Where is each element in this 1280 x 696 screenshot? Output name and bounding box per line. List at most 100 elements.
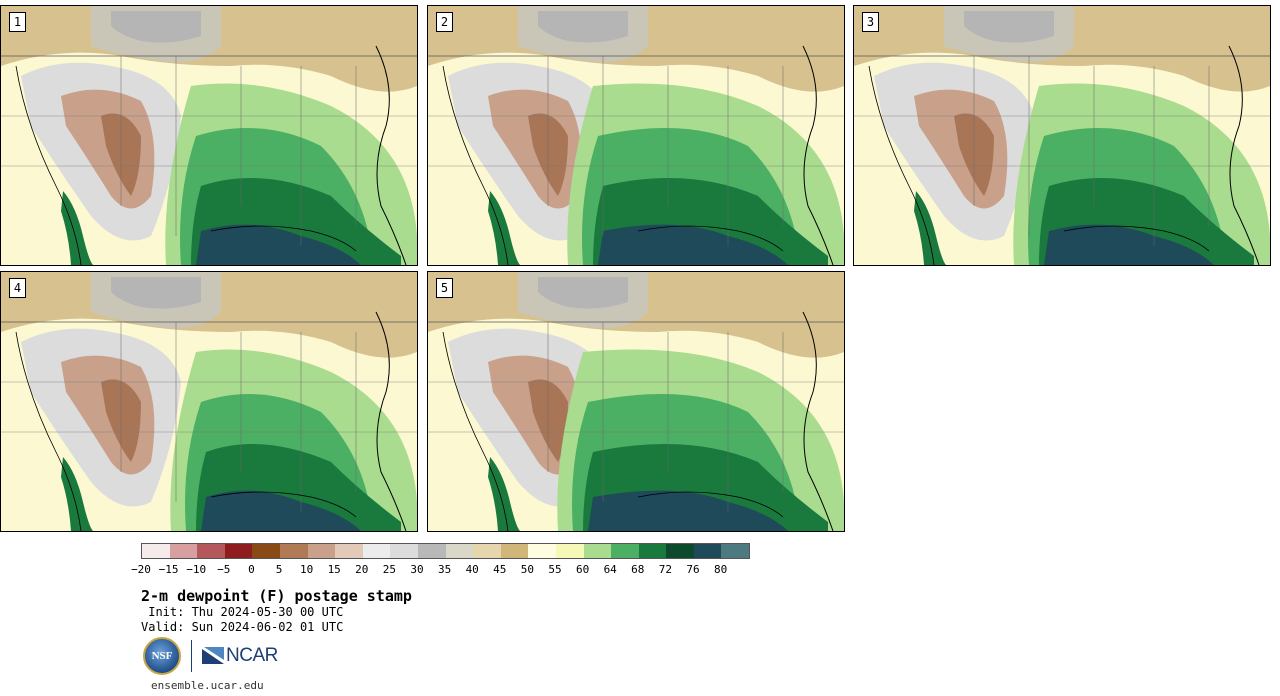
colorbar-tick-label: −10 [186, 563, 207, 576]
nsf-logo[interactable]: NSF [143, 637, 181, 675]
valid-time: Valid: Sun 2024-06-02 01 UTC [141, 620, 344, 634]
dewpoint-map-1 [1, 6, 417, 265]
coastline [210, 225, 357, 252]
cold-dry-area [964, 11, 1054, 43]
colorbar-tick-label: 35 [437, 563, 452, 576]
panel-number: 1 [9, 12, 26, 32]
gulf-area [598, 224, 788, 265]
colorbar-swatch [611, 544, 639, 558]
cold-dry-area [111, 11, 201, 43]
logos: NSF NCAR [143, 637, 278, 675]
cold-dry-area [111, 277, 201, 309]
colorbar-swatch [528, 544, 556, 558]
colorbar-swatch [252, 544, 280, 558]
state-line [120, 56, 357, 246]
colorbar-swatch [721, 544, 750, 558]
colorbar-swatch [583, 544, 612, 558]
colorbar-tick-label: 55 [548, 563, 562, 576]
forecast-panel-3: 3 [853, 5, 1271, 266]
coastline [210, 491, 357, 518]
coastline [442, 65, 509, 265]
dewpoint-map-3 [854, 6, 1270, 265]
init-time: Init: Thu 2024-05-30 00 UTC [141, 605, 344, 619]
colorbar-tick-label: −15 [158, 563, 179, 576]
colorbar-tick-label: 68 [631, 563, 645, 576]
logo-divider [191, 640, 192, 672]
colorbar-tick-label: −5 [217, 563, 231, 576]
state-line [428, 381, 844, 433]
cold-dry-area [538, 11, 628, 43]
colorbar-swatch [362, 544, 391, 558]
coastline [802, 45, 834, 265]
colorbar-tick-label: −20 [131, 563, 151, 576]
state-line [973, 56, 1210, 246]
state-line [120, 322, 357, 512]
ncar-logo[interactable]: NCAR [202, 645, 278, 667]
gulf-area [1044, 224, 1214, 265]
colorbar-swatch [142, 544, 170, 558]
dewpoint-map-2 [428, 6, 844, 265]
colorbar-swatch [279, 544, 308, 558]
colorbar-tick-label: 0 [248, 563, 255, 576]
dewpoint-map-4 [1, 272, 417, 531]
gulf-area [201, 490, 361, 531]
colorbar-swatch [693, 544, 722, 558]
colorbar-swatch [417, 544, 446, 558]
colorbar-swatch [307, 544, 336, 558]
colorbar-swatch [169, 544, 198, 558]
baja-coast-area [914, 191, 946, 265]
coastline [637, 225, 784, 252]
gulf-area [196, 224, 361, 265]
baja-coast-area [488, 191, 520, 265]
forecast-panel-5: 5 [427, 271, 845, 532]
state-line [547, 322, 784, 512]
colorbar-tick-label: 45 [493, 563, 507, 576]
colorbar-tick-label: 30 [410, 563, 424, 576]
gulf-area [588, 490, 788, 531]
panel-number: 2 [436, 12, 453, 32]
coastline [1228, 45, 1260, 265]
colorbar-tick-label: 76 [686, 563, 700, 576]
panel-number: 3 [862, 12, 879, 32]
colorbar-swatch [224, 544, 253, 558]
colorbar-swatch [335, 544, 363, 558]
colorbar-tick-label: 50 [520, 563, 535, 576]
dewpoint-map-5 [428, 272, 844, 531]
coastline [15, 65, 82, 265]
coastline [802, 311, 834, 531]
panel-number: 5 [436, 278, 453, 298]
colorbar-swatch [555, 544, 584, 558]
site-url[interactable]: ensemble.ucar.edu [151, 679, 264, 692]
forecast-panel-4: 4 [0, 271, 418, 532]
colorbar-tick-label: 5 [275, 563, 283, 576]
colorbar-tick-label: 40 [465, 563, 479, 576]
baja-coast-area [61, 191, 93, 265]
state-line [854, 115, 1270, 167]
colorbar-tick-label: 80 [713, 563, 728, 576]
colorbar [141, 543, 751, 559]
state-line [547, 56, 784, 246]
colorbar-swatch [445, 544, 474, 558]
colorbar-swatch [390, 544, 418, 558]
ncar-mark-icon [202, 647, 224, 664]
coastline [375, 311, 407, 531]
coastline [868, 65, 935, 265]
colorbar-swatch [500, 544, 529, 558]
coastline [375, 45, 407, 265]
colorbar-tick-label: 72 [658, 563, 673, 576]
baja-coast-area [488, 457, 520, 531]
colorbar-swatch [197, 544, 225, 558]
coastline [637, 491, 784, 518]
coastline [1063, 225, 1210, 252]
forecast-panel-2: 2 [427, 5, 845, 266]
colorbar-tick-label: 60 [575, 563, 590, 576]
colorbar-tick-label: 25 [382, 563, 397, 576]
state-line [1, 381, 417, 433]
baja-coast-area [61, 457, 93, 531]
cold-dry-area [538, 277, 628, 309]
chart-title: 2-m dewpoint (F) postage stamp [141, 587, 412, 605]
coastline [15, 331, 82, 531]
colorbar-tick-label: 15 [327, 563, 341, 576]
colorbar-swatch [638, 544, 667, 558]
colorbar-swatch [666, 544, 694, 558]
